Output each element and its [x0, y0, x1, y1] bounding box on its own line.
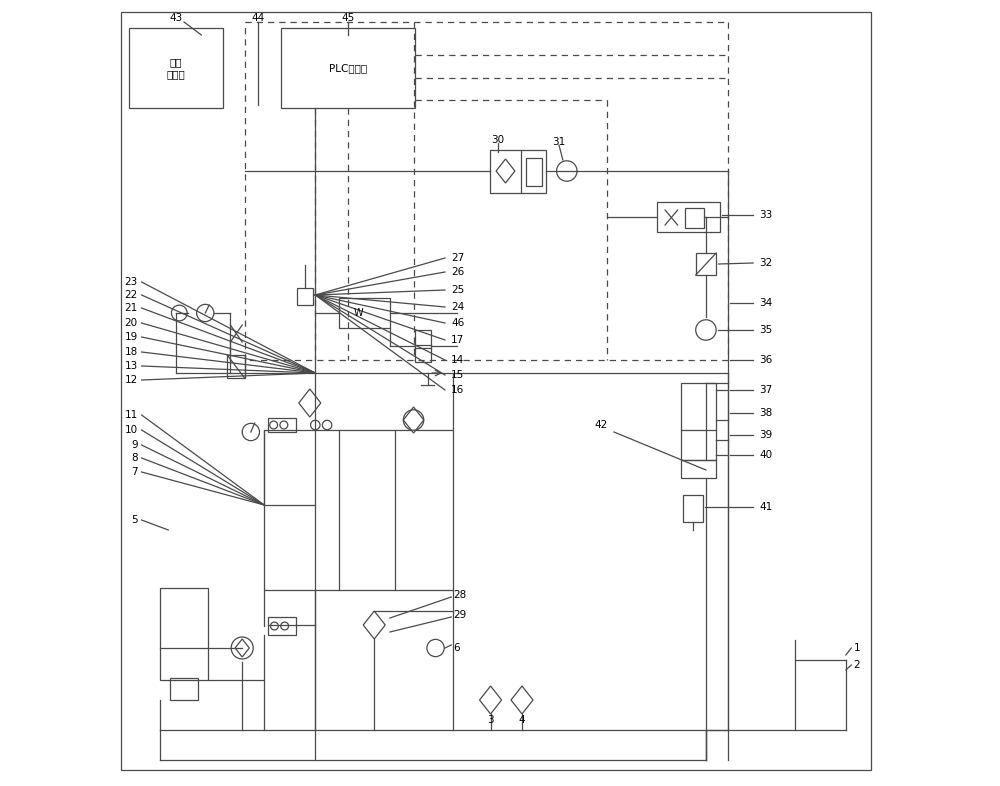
- Text: 18: 18: [124, 347, 138, 357]
- Text: 29: 29: [453, 610, 466, 620]
- Text: 操作
显示屏: 操作 显示屏: [167, 57, 186, 79]
- Circle shape: [557, 161, 577, 182]
- Text: 17: 17: [451, 335, 465, 345]
- Text: 21: 21: [124, 303, 138, 313]
- Text: PLC控制器: PLC控制器: [329, 63, 367, 73]
- Bar: [526, 158, 542, 186]
- Text: 9: 9: [131, 440, 138, 450]
- Circle shape: [270, 421, 278, 429]
- Polygon shape: [363, 611, 385, 639]
- Text: 41: 41: [759, 502, 773, 512]
- Text: 31: 31: [552, 137, 566, 147]
- Bar: [129, 28, 223, 108]
- Circle shape: [197, 304, 214, 321]
- Text: 25: 25: [451, 285, 465, 295]
- Polygon shape: [299, 389, 321, 417]
- Polygon shape: [235, 639, 249, 657]
- Text: 13: 13: [124, 361, 138, 371]
- Bar: [268, 617, 296, 635]
- Text: 33: 33: [759, 210, 773, 220]
- Bar: [685, 208, 704, 228]
- Text: 4: 4: [519, 715, 525, 725]
- Text: 14: 14: [451, 355, 465, 365]
- Bar: [696, 253, 716, 275]
- Text: 20: 20: [125, 318, 138, 328]
- Polygon shape: [403, 407, 424, 433]
- Bar: [339, 298, 390, 328]
- Bar: [264, 430, 453, 590]
- Text: 42: 42: [594, 420, 607, 430]
- Text: 5: 5: [131, 515, 138, 525]
- Circle shape: [242, 424, 259, 441]
- Bar: [160, 588, 208, 680]
- Text: 46: 46: [451, 318, 465, 328]
- Text: 44: 44: [251, 13, 265, 23]
- Bar: [681, 383, 716, 460]
- Text: 23: 23: [124, 277, 138, 287]
- Text: 19: 19: [124, 332, 138, 342]
- Text: 27: 27: [451, 253, 465, 263]
- Circle shape: [427, 639, 444, 656]
- Text: 2: 2: [854, 660, 860, 670]
- Text: W: W: [354, 308, 363, 318]
- Text: 16: 16: [451, 385, 465, 395]
- Circle shape: [281, 622, 289, 630]
- Circle shape: [270, 622, 278, 630]
- Text: 8: 8: [131, 453, 138, 463]
- Text: 32: 32: [759, 258, 773, 268]
- Circle shape: [280, 421, 288, 429]
- Text: 34: 34: [759, 298, 773, 308]
- Bar: [297, 288, 313, 305]
- Text: 22: 22: [124, 290, 138, 300]
- Bar: [170, 678, 198, 700]
- Text: 35: 35: [759, 325, 773, 335]
- Text: 11: 11: [124, 410, 138, 420]
- Bar: [227, 355, 245, 378]
- Bar: [281, 28, 415, 108]
- Bar: [415, 330, 431, 362]
- Text: 28: 28: [453, 590, 466, 600]
- Text: 24: 24: [451, 302, 465, 312]
- Text: 7: 7: [131, 467, 138, 477]
- Text: 12: 12: [124, 375, 138, 385]
- Text: 45: 45: [342, 13, 355, 23]
- Bar: [657, 202, 720, 232]
- Circle shape: [322, 421, 332, 430]
- Bar: [681, 460, 716, 478]
- Text: 38: 38: [759, 408, 773, 418]
- Circle shape: [231, 637, 253, 659]
- Text: 40: 40: [759, 450, 773, 460]
- Text: 1: 1: [854, 643, 860, 653]
- Text: 39: 39: [759, 430, 773, 440]
- Circle shape: [311, 421, 320, 430]
- Text: 26: 26: [451, 267, 465, 277]
- Text: 43: 43: [170, 13, 183, 23]
- Polygon shape: [480, 686, 502, 714]
- Text: 36: 36: [759, 355, 773, 365]
- Bar: [490, 150, 546, 193]
- Text: 3: 3: [487, 715, 494, 725]
- Text: 10: 10: [125, 425, 138, 435]
- Text: 6: 6: [453, 643, 459, 653]
- Polygon shape: [496, 159, 515, 183]
- Bar: [268, 418, 296, 432]
- Circle shape: [696, 320, 716, 340]
- Text: 30: 30: [491, 135, 504, 145]
- Bar: [683, 495, 703, 522]
- Text: 15: 15: [451, 370, 465, 380]
- Circle shape: [171, 305, 187, 321]
- Polygon shape: [511, 686, 533, 714]
- Text: 37: 37: [759, 385, 773, 395]
